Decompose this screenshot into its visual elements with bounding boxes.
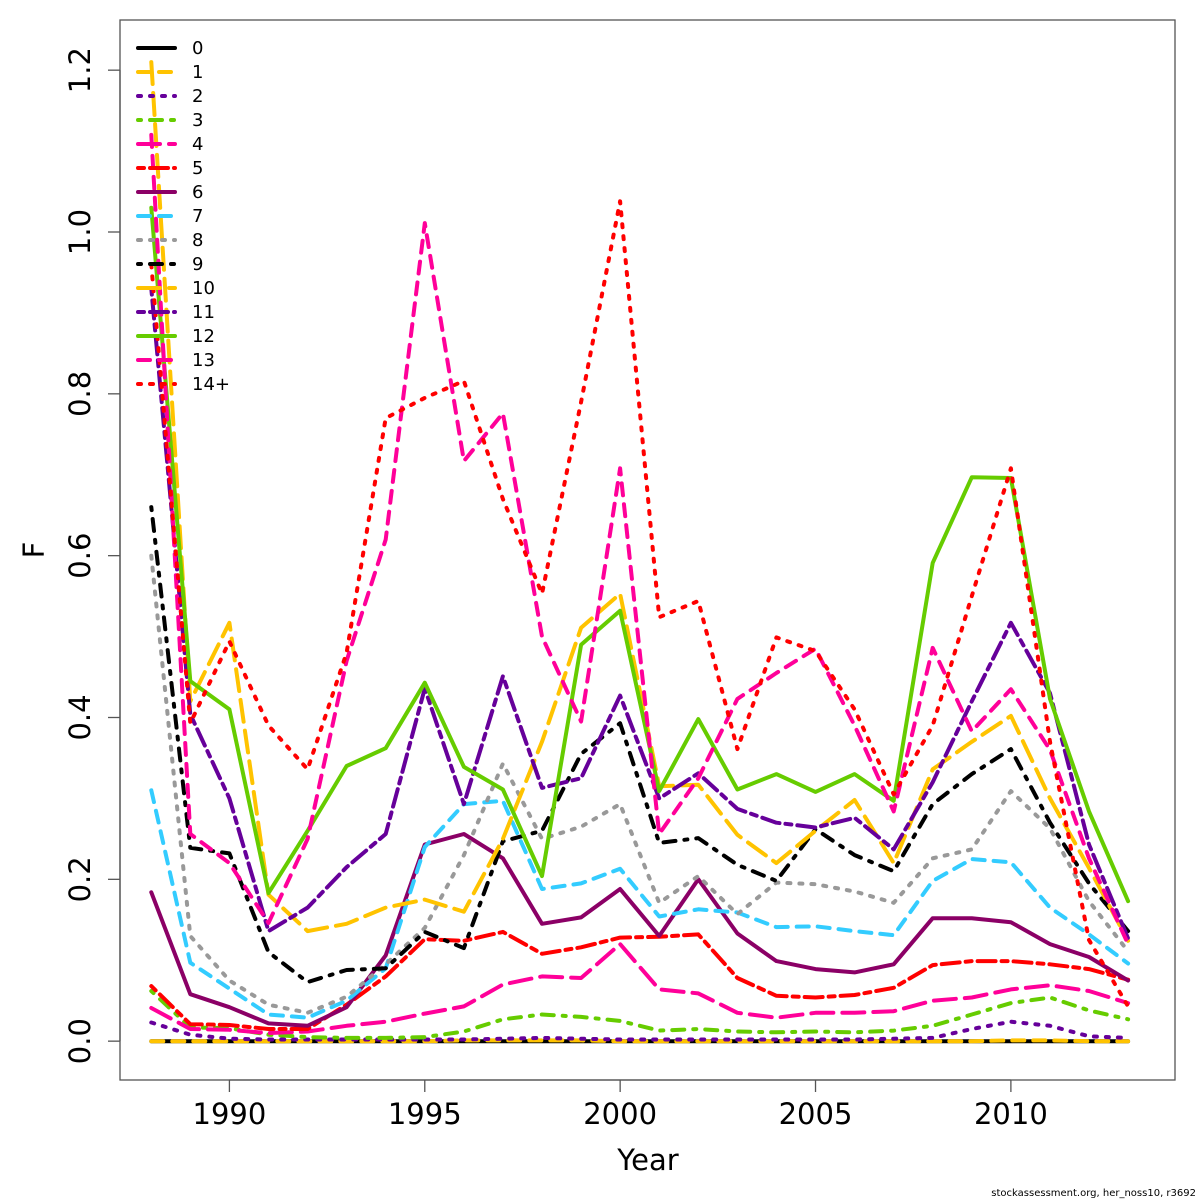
series-line-age-11 [149, 286, 1131, 941]
legend-label: 10 [192, 278, 215, 299]
y-tick-label: 1.0 [63, 209, 97, 255]
x-tick-label: 1990 [193, 1097, 267, 1131]
legend-label: 11 [192, 302, 215, 323]
footer-credit: stockassessment.org, her_noss10, r3692 [991, 1188, 1196, 1199]
series-line-age-6 [149, 832, 1131, 1028]
series-line-age-4 [149, 942, 1131, 1036]
y-tick-label: 0.2 [63, 856, 97, 902]
series-line-age-1 [149, 1038, 1131, 1044]
x-axis: 1990 1995 2000 2005 2010 [193, 1079, 1048, 1131]
series-line-age-5 [149, 929, 1131, 1031]
legend-label: 5 [192, 158, 203, 179]
series-line-age-14plus [149, 199, 1131, 1009]
series-layer [149, 60, 1131, 1044]
y-axis: 0.0 0.2 0.4 0.6 0.8 1.0 1.2 [63, 47, 121, 1064]
series-line-age-12 [149, 205, 1131, 904]
legend-label: 1 [192, 62, 203, 83]
legend-label: 0 [192, 38, 203, 59]
legend-label: 4 [192, 134, 203, 155]
y-axis-title: F [17, 542, 51, 559]
series-line-age-2 [149, 1019, 1131, 1042]
series-line-age-8 [149, 553, 1131, 1015]
legend-label: 6 [192, 182, 203, 203]
y-tick-label: 0.0 [63, 1018, 97, 1064]
y-tick-label: 0.6 [63, 533, 97, 579]
x-tick-label: 2000 [583, 1097, 657, 1131]
x-axis-title: Year [616, 1143, 678, 1177]
legend-label: 8 [192, 230, 203, 251]
legend-label: 12 [192, 326, 215, 347]
legend-label: 3 [192, 110, 203, 131]
legend-label: 7 [192, 206, 203, 227]
y-tick-label: 0.4 [63, 694, 97, 740]
series-line-age-3 [149, 989, 1131, 1040]
series-line-age-9 [149, 505, 1131, 985]
series-line-age-10 [149, 60, 1131, 943]
series-line-age-13 [149, 132, 1131, 947]
series-line-age-7 [149, 788, 1131, 1020]
legend-label: 14+ [192, 374, 230, 395]
y-tick-label: 0.8 [63, 371, 97, 417]
y-tick-label: 1.2 [63, 47, 97, 93]
legend-label: 2 [192, 86, 203, 107]
x-tick-label: 2010 [974, 1097, 1048, 1131]
legend-label: 13 [192, 350, 215, 371]
x-tick-label: 2005 [779, 1097, 853, 1131]
x-tick-label: 1995 [388, 1097, 462, 1131]
legend-label: 9 [192, 254, 203, 275]
